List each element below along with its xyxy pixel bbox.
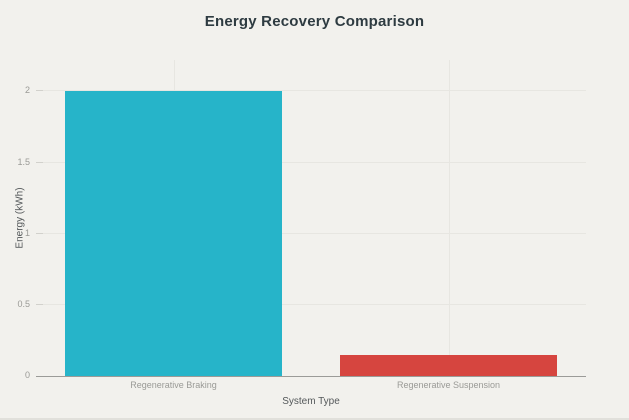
y-tick-mark — [36, 161, 43, 163]
y-tick-mark — [36, 303, 43, 305]
y-tick-mark — [36, 90, 43, 92]
chart-title: Energy Recovery Comparison — [204, 13, 425, 30]
y-tick-label: 1.5 — [17, 156, 30, 167]
gridline-horizontal — [36, 303, 586, 305]
y-axis-title: Energy (kWh) — [14, 187, 26, 249]
gridline-vertical — [448, 60, 450, 376]
gridline-horizontal — [36, 232, 586, 234]
gridline-horizontal — [36, 90, 586, 92]
x-tick-label: Regenerative Suspension — [396, 380, 501, 390]
y-tick-label: 2 — [24, 85, 30, 96]
y-tick-label: 1 — [24, 227, 30, 238]
y-tick-label: 0.5 — [17, 298, 30, 309]
y-tick-label: 0 — [24, 370, 30, 380]
y-tick-mark — [36, 232, 43, 234]
bar-regenerative-braking[interactable] — [65, 91, 282, 376]
x-axis-title: System Type — [282, 396, 340, 407]
plot-area: 0 0.5 1 1.5 2 Regenerative Braking Regenerativ… — [17, 60, 586, 390]
gridline-horizontal — [36, 161, 586, 163]
x-tick-label: Regenerative Braking — [130, 380, 217, 390]
bar-regenerative-suspension[interactable] — [340, 354, 557, 376]
